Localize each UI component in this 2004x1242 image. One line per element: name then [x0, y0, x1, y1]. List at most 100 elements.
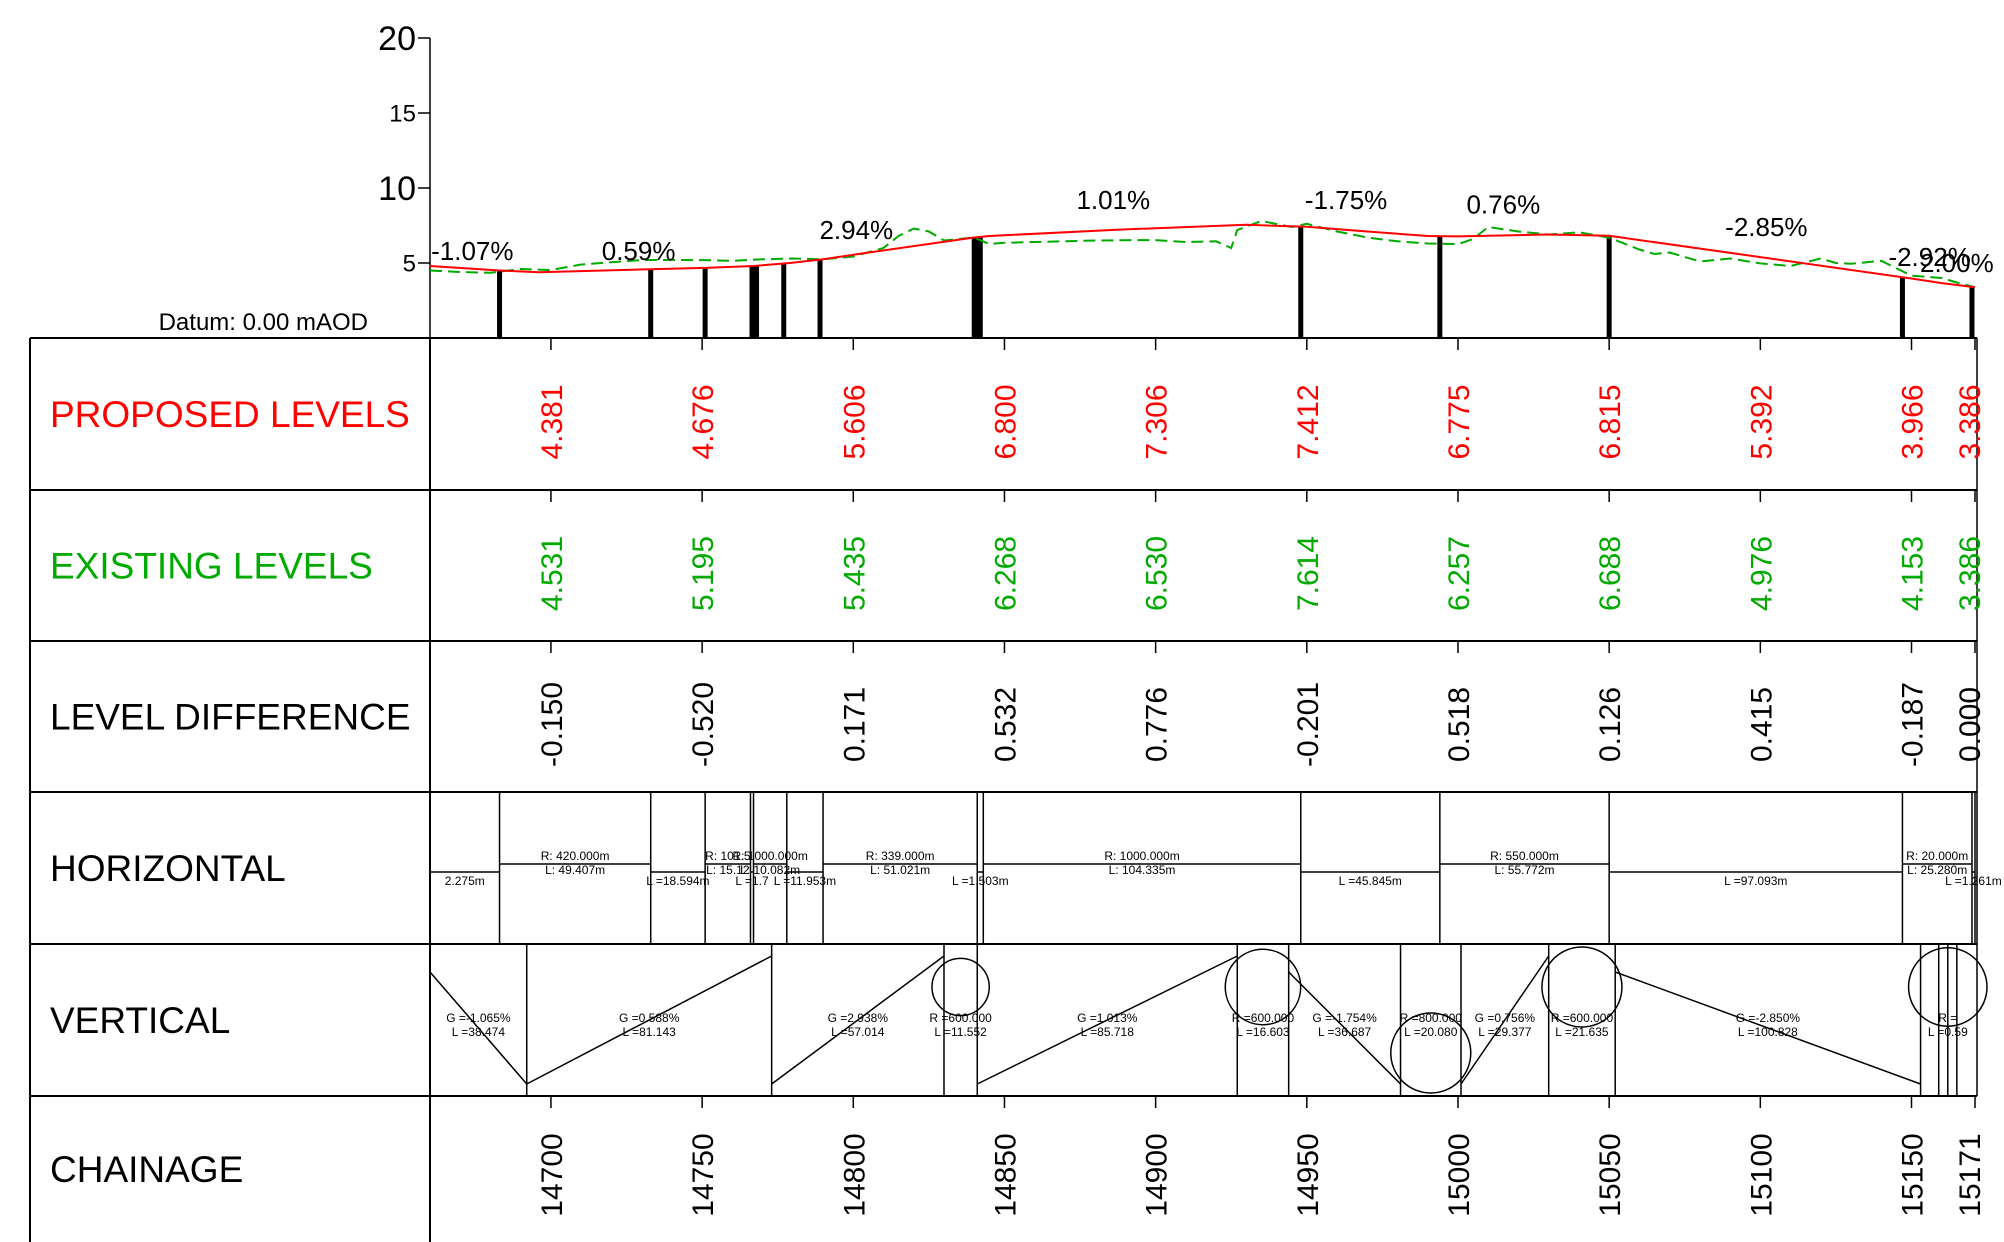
chainage-value: 15050 [1594, 1133, 1627, 1216]
grade-label: 0.76% [1466, 190, 1540, 220]
station-value-existing: 7.614 [1292, 536, 1325, 611]
station-value-difference: -0.187 [1897, 682, 1930, 767]
vertical-segment-label: L =81.143 [623, 1025, 677, 1039]
vertical-segment-label: G =-1.065% [446, 1011, 511, 1025]
horizontal-segment-label: L: 51.021m [870, 863, 930, 877]
vertical-segment-label: G =0.588% [619, 1011, 680, 1025]
horizontal-segment-label: L =1.261m [1945, 874, 2002, 888]
chainage-value: 14750 [687, 1133, 720, 1216]
vertical-segment-label: L =16.603 [1236, 1025, 1290, 1039]
row-labels: PROPOSED LEVELS EXISTING LEVELS LEVEL DIFF… [50, 394, 411, 1190]
vertical-grade-line [1460, 955, 1550, 1085]
elevation-tick-label: 5 [403, 251, 416, 278]
horizontal-segment-label: L: 55.772m [1494, 863, 1554, 877]
vertical-segment-label: G =1.013% [1077, 1011, 1138, 1025]
station-value-proposed: 6.800 [989, 384, 1022, 459]
station-value-existing: 5.195 [687, 536, 720, 611]
horizontal-segment-label: R: 101.5 [705, 849, 751, 863]
station-value-proposed: 5.606 [838, 384, 871, 459]
vertical-grade-line [429, 971, 528, 1085]
setting-out-markers [497, 226, 1975, 338]
horizontal-segment-label: L: 49.407m [545, 863, 605, 877]
station-value-existing: 6.268 [989, 536, 1022, 611]
vertical-segment-label: R =800.000 [1400, 1011, 1463, 1025]
station-value-difference: -0.201 [1292, 682, 1325, 767]
station-value-existing: 6.257 [1443, 536, 1476, 611]
station-values: 4.381 4.531 -0.150 14700 4.676 5.195 -0.520 147… [536, 338, 1987, 1217]
grade-labels: -1.07% 0.59% 2.94% 1.01% -1.75% 0.76% -2.85% -2… [431, 185, 1994, 278]
vertical-grade-line [1288, 971, 1402, 1085]
station-value-existing: 5.435 [838, 536, 871, 611]
horizontal-segment-label: L =45.845m [1339, 874, 1402, 888]
station-value-proposed: 6.775 [1443, 384, 1476, 459]
data-table: PROPOSED LEVELS EXISTING LEVELS LEVEL DIFF… [29, 337, 2002, 1242]
vertical-segment-label: L =21.635 [1555, 1025, 1609, 1039]
station-value-difference: 0.171 [838, 687, 871, 762]
vertical-curve-symbol [1541, 946, 1623, 1028]
grade-label: -1.75% [1305, 185, 1387, 215]
station-value-proposed: 4.381 [536, 384, 569, 459]
vertical-segment-label: L =11.552 [934, 1025, 987, 1039]
station-value-proposed: 7.412 [1292, 384, 1325, 459]
elevation-tick-label: 10 [378, 170, 416, 208]
horizontal-segment-label: L: 104.335m [1109, 863, 1176, 877]
horizontal-segment-label: 2.275m [445, 874, 485, 888]
proposed-level-line [429, 223, 1976, 289]
chainage-value: 14850 [989, 1133, 1022, 1216]
vertical-segment-label: G =2.938% [828, 1011, 889, 1025]
row-label-chainage: CHAINAGE [50, 1149, 243, 1190]
station-value-existing: 6.530 [1141, 536, 1174, 611]
vertical-grade-line [1614, 971, 1921, 1085]
horizontal-segment-label: L: 15.12 [706, 863, 750, 877]
row-label-proposed: PROPOSED LEVELS [50, 394, 410, 435]
vertical-segment-label: R =600.000 [929, 1011, 992, 1025]
horizontal-segment-label: L =1.7 [735, 874, 769, 888]
grade-label: 1.01% [1076, 185, 1150, 215]
station-value-existing: 4.153 [1897, 536, 1930, 611]
horizontal-segment-label: L =97.093m [1724, 874, 1787, 888]
horizontal-segment-label: R: 550.000m [1490, 849, 1559, 863]
vertical-segment-label: L =57.014 [831, 1025, 885, 1039]
profile-plot: 5 10 15 20 Datum: 0.00 mAOD -1.07% 0.59% 2.94… [159, 20, 1994, 338]
vertical-grade-line [526, 955, 773, 1085]
station-value-existing: 4.976 [1745, 536, 1778, 611]
station-value-existing: 6.688 [1594, 536, 1627, 611]
chainage-value: 14800 [838, 1133, 871, 1216]
vertical-segment-label: G =0.756% [1475, 1011, 1536, 1025]
grade-label: 0.59% [602, 236, 676, 266]
grade-label: -2.92% [1888, 242, 1970, 272]
grade-label: 2.94% [819, 215, 893, 245]
horizontal-segment-label: L: 25.280m [1907, 863, 1967, 877]
station-value-existing: 4.531 [536, 536, 569, 611]
grade-label: 2.00% [1920, 248, 1994, 278]
station-value-difference: -0.520 [687, 682, 720, 767]
vertical-segment-label: L =36.687 [1318, 1025, 1372, 1039]
station-value-proposed: 5.392 [1745, 384, 1778, 459]
elevation-tick-label: 15 [389, 101, 416, 128]
station-value-difference: -0.150 [536, 682, 569, 767]
station-value-difference: 0.518 [1443, 687, 1476, 762]
vertical-curve-symbol [1224, 948, 1302, 1026]
horizontal-segment-label: R: 20.000m [1906, 849, 1968, 863]
datum-label: Datum: 0.00 mAOD [159, 309, 368, 336]
existing-ground-line [429, 219, 1976, 289]
vertical-segment-label: L =85.718 [1081, 1025, 1135, 1039]
chainage-value: 15171 [1954, 1133, 1987, 1216]
elevation-tick-label: 20 [378, 20, 416, 58]
table-grid [29, 337, 1978, 1242]
vertical-segment-label: L =29.377 [1478, 1025, 1532, 1039]
vertical-segment-label: L =100.828 [1738, 1025, 1798, 1039]
vertical-segment-label: G =-1.754% [1312, 1011, 1377, 1025]
chainage-value: 14700 [536, 1133, 569, 1216]
station-value-proposed: 3.386 [1954, 384, 1987, 459]
elevation-axis: 5 10 15 20 [378, 20, 431, 338]
vertical-curve-symbol [931, 957, 991, 1017]
horizontal-segment-label: R: 339.000m [866, 849, 935, 863]
row-label-existing: EXISTING LEVELS [50, 546, 373, 587]
station-value-proposed: 7.306 [1141, 384, 1174, 459]
vertical-grade-line [976, 955, 1238, 1085]
horizontal-segment-label: R: 1000.000m [1104, 849, 1179, 863]
chainage-value: 15150 [1897, 1133, 1930, 1216]
horizontal-segment-label: L =11.953m [774, 874, 836, 888]
vertical-segment-label: R =600.000 [1551, 1011, 1614, 1025]
